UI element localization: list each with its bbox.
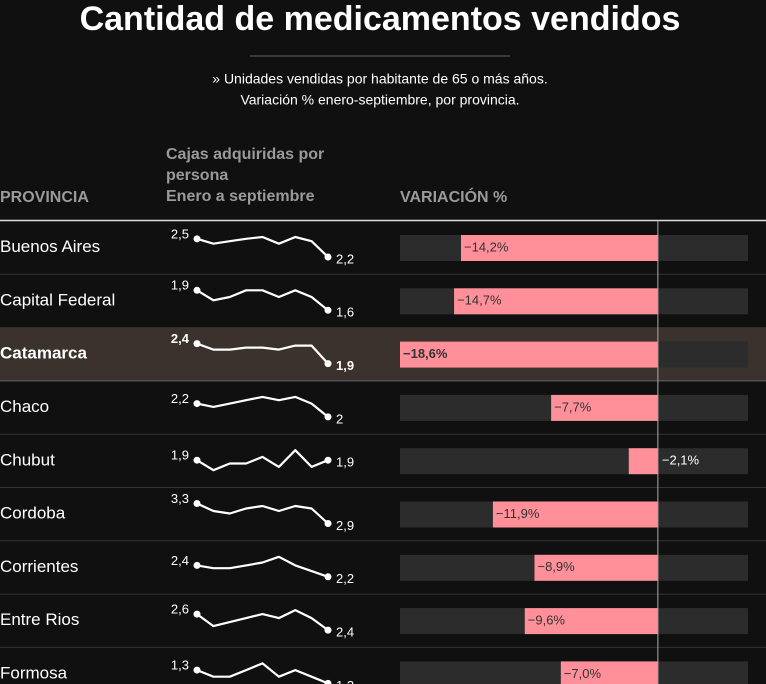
sparkline <box>196 449 329 472</box>
bar <box>560 661 658 684</box>
sparkline-dot <box>324 679 332 684</box>
sparkline-dot <box>324 413 332 421</box>
column-header-text: Enero a septiembre <box>166 188 315 205</box>
sparkline <box>196 289 329 312</box>
bar <box>551 394 658 421</box>
bar-label: −2,1% <box>662 453 700 468</box>
column-header: PROVINCIA <box>0 189 89 206</box>
title: Cantidad de medicamentos vendidos <box>80 0 681 38</box>
sparkline <box>196 395 329 418</box>
province: Catamarca <box>0 344 87 363</box>
trend-end-label: 2 <box>336 411 343 426</box>
sparkline-dot <box>324 520 332 527</box>
sparkline-dot <box>193 340 201 348</box>
bar-label: −9,6% <box>528 613 566 628</box>
province: Chubut <box>0 450 55 469</box>
sparkline-dot <box>324 573 332 581</box>
province: Corrientes <box>0 557 78 576</box>
sparkline-dot <box>324 626 332 634</box>
bar-label: −7,0% <box>564 666 602 681</box>
bar-track <box>400 448 748 475</box>
sparkline-dot <box>324 306 332 314</box>
bar <box>492 501 658 528</box>
province: Entre Rios <box>0 610 79 629</box>
trend-start-label: 2,4 <box>171 553 189 568</box>
bar-label: −18,6% <box>403 346 448 361</box>
trend-start-label: 2,4 <box>171 331 190 346</box>
bar-label: −8,9% <box>537 559 575 574</box>
column-header: Cajas adquiridas por persona Enero a sep… <box>166 144 346 207</box>
bar <box>524 608 658 635</box>
trend-end-label: 1,9 <box>336 358 354 373</box>
bar-label: −14,7% <box>457 293 502 308</box>
sparkline <box>196 502 329 525</box>
sparkline <box>196 555 329 578</box>
province: Capital Federal <box>0 290 115 309</box>
trend-end-label: 1,6 <box>336 305 354 320</box>
bar <box>461 235 658 261</box>
province: Formosa <box>0 664 68 683</box>
sparkline-dot <box>193 235 201 243</box>
province: Buenos Aires <box>0 237 100 256</box>
sparkline-dot <box>324 360 332 368</box>
sparkline-dot <box>193 286 201 294</box>
sparkline-dot <box>193 561 201 569</box>
trend-start-label: 1,9 <box>171 278 189 293</box>
bar <box>534 554 658 581</box>
sparkline <box>196 235 329 258</box>
sparkline-dot <box>193 456 201 464</box>
sparkline-dot <box>324 253 332 261</box>
sparkline-dot <box>193 666 201 674</box>
bar-label: −7,7% <box>554 399 592 414</box>
trend-start-label: 2,5 <box>171 226 189 241</box>
sparkline-dot <box>193 610 201 618</box>
bar <box>628 448 658 475</box>
bar-label: −14,2% <box>464 239 509 254</box>
sparkline <box>196 662 329 684</box>
trend-start-label: 2,6 <box>171 602 189 617</box>
province: Cordoba <box>0 504 66 523</box>
column-header-text: Cajas adquiridas por persona <box>166 146 325 184</box>
bar-label: −11,9% <box>496 506 540 521</box>
subtitle: » Unidades vendidas por habitante de 65 … <box>212 71 547 87</box>
column-header: VARIACIÓN % <box>400 187 507 206</box>
trend-start-label: 1,9 <box>171 448 189 463</box>
province: Chaco <box>0 397 49 416</box>
trend-start-label: 1,3 <box>171 658 189 673</box>
trend-end-label: 2,2 <box>336 251 354 266</box>
subtitle: Variación % enero-septiembre, por provin… <box>240 92 519 108</box>
bar <box>454 288 658 315</box>
sparkline-dot <box>193 500 201 507</box>
trend-end-label: 2,9 <box>336 518 354 533</box>
trend-start-label: 2,2 <box>171 391 189 406</box>
sparkline <box>196 342 329 365</box>
trend-end-label: 2,2 <box>336 571 354 586</box>
trend-end-label: 2,4 <box>336 625 354 640</box>
sparkline-dot <box>324 456 332 464</box>
trend-start-label: 3,3 <box>171 491 189 506</box>
trend-end-label: 1,9 <box>336 455 354 470</box>
bar <box>400 341 658 368</box>
sparkline <box>196 609 329 631</box>
trend-end-label: 1,2 <box>336 678 354 684</box>
sparkline-dot <box>193 400 201 408</box>
